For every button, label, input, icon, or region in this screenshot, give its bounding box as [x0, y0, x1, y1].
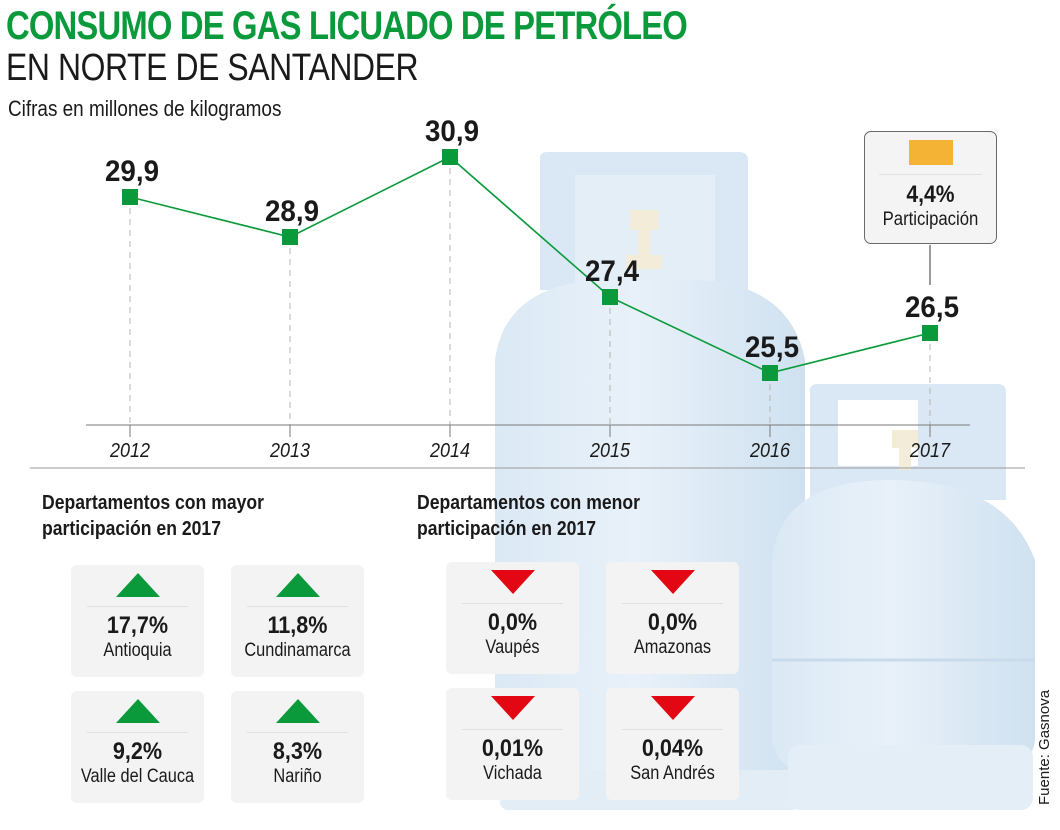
- triangle-down-icon: [490, 570, 535, 594]
- source-note: Fuente: Gasnova: [1036, 689, 1053, 805]
- callout-divider: [879, 174, 982, 175]
- x-tick-label-2016: 2016: [749, 440, 791, 462]
- triangle-up-icon: [275, 573, 320, 597]
- dept-value: 8,3%: [272, 738, 323, 765]
- data-point-2015: [602, 289, 618, 305]
- chart-subtitle: EN NORTE DE SANTANDER: [6, 47, 419, 89]
- dept-name: Vichada: [483, 763, 542, 784]
- dept-card-valle-del-cauca: 9,2% Valle del Cauca: [71, 691, 204, 803]
- menor-title-line2: participación en 2017: [417, 518, 597, 540]
- dept-value: 0,01%: [481, 735, 544, 762]
- triangle-up-icon: [115, 573, 160, 597]
- data-label-2017: 26,5: [905, 291, 959, 324]
- triangle-down-icon: [650, 696, 695, 720]
- dept-name: San Andrés: [630, 763, 715, 784]
- units-note: Cifras en millones de kilogramos: [8, 96, 282, 121]
- dept-value: 11,8%: [267, 612, 328, 639]
- participation-callout: 4,4% Participación: [864, 131, 997, 244]
- card-divider: [247, 732, 348, 733]
- mayor-title-line1: Departamentos con mayor: [42, 492, 265, 514]
- card-divider: [622, 603, 723, 604]
- card-divider: [462, 729, 563, 730]
- data-label-2014: 30,9: [425, 115, 479, 148]
- highlight-swatch: [908, 140, 953, 165]
- dept-card-vaupes: 0,0% Vaupés: [446, 562, 579, 674]
- dept-card-antioquia: 17,7% Antioquia: [71, 565, 204, 677]
- dept-card-cundinamarca: 11,8% Cundinamarca: [231, 565, 364, 677]
- x-tick-label-2015: 2015: [589, 440, 631, 462]
- triangle-up-icon: [275, 699, 320, 723]
- data-label-2016: 25,5: [745, 331, 799, 364]
- card-divider: [462, 603, 563, 604]
- dept-card-san-andres: 0,04% San Andrés: [606, 688, 739, 800]
- dept-name: Cundinamarca: [244, 640, 351, 661]
- series-line-consumo: [129, 156, 931, 374]
- x-tick-label-2013: 2013: [269, 440, 310, 462]
- x-tick-label-2012: 2012: [109, 440, 150, 462]
- small-gas-cylinder-icon: [772, 384, 1035, 810]
- dept-value: 0,0%: [647, 609, 698, 636]
- data-point-2014: [442, 149, 458, 165]
- data-point-2012: [122, 189, 138, 205]
- dept-value: 9,2%: [112, 738, 163, 765]
- x-tick-label-2017: 2017: [909, 440, 951, 462]
- triangle-down-icon: [650, 570, 695, 594]
- dept-value: 0,0%: [487, 609, 538, 636]
- dept-name: Vaupés: [485, 637, 540, 658]
- chart-title: CONSUMO DE GAS LICUADO DE PETRÓLEO: [6, 4, 688, 48]
- data-label-2015: 27,4: [585, 255, 639, 288]
- menor-title-line1: Departamentos con menor: [417, 492, 640, 514]
- callout-label: Participación: [882, 209, 979, 230]
- dept-name: Nariño: [273, 766, 322, 787]
- mayor-title-line2: participación en 2017: [42, 518, 222, 540]
- card-divider: [247, 606, 348, 607]
- data-point-2013: [282, 229, 298, 245]
- data-point-2017: [922, 325, 938, 341]
- menor-section-title: Departamentos con menor participación en…: [417, 490, 640, 542]
- card-divider: [622, 729, 723, 730]
- callout-value: 4,4%: [906, 181, 955, 208]
- dept-value: 17,7%: [106, 612, 169, 639]
- dept-value: 0,04%: [641, 735, 704, 762]
- dept-name: Amazonas: [633, 637, 712, 658]
- triangle-up-icon: [115, 699, 160, 723]
- card-divider: [87, 732, 188, 733]
- dept-card-amazonas: 0,0% Amazonas: [606, 562, 739, 674]
- dept-name: Valle del Cauca: [80, 766, 195, 787]
- mayor-section-title: Departamentos con mayor participación en…: [42, 490, 264, 542]
- data-label-2012: 29,9: [105, 155, 159, 188]
- dept-card-vichada: 0,01% Vichada: [446, 688, 579, 800]
- dept-name: Antioquia: [103, 640, 172, 661]
- data-label-2013: 28,9: [265, 195, 319, 228]
- dept-card-narino: 8,3% Nariño: [231, 691, 364, 803]
- triangle-down-icon: [490, 696, 535, 720]
- data-point-2016: [762, 365, 778, 381]
- card-divider: [87, 606, 188, 607]
- x-tick-label-2014: 2014: [429, 440, 470, 462]
